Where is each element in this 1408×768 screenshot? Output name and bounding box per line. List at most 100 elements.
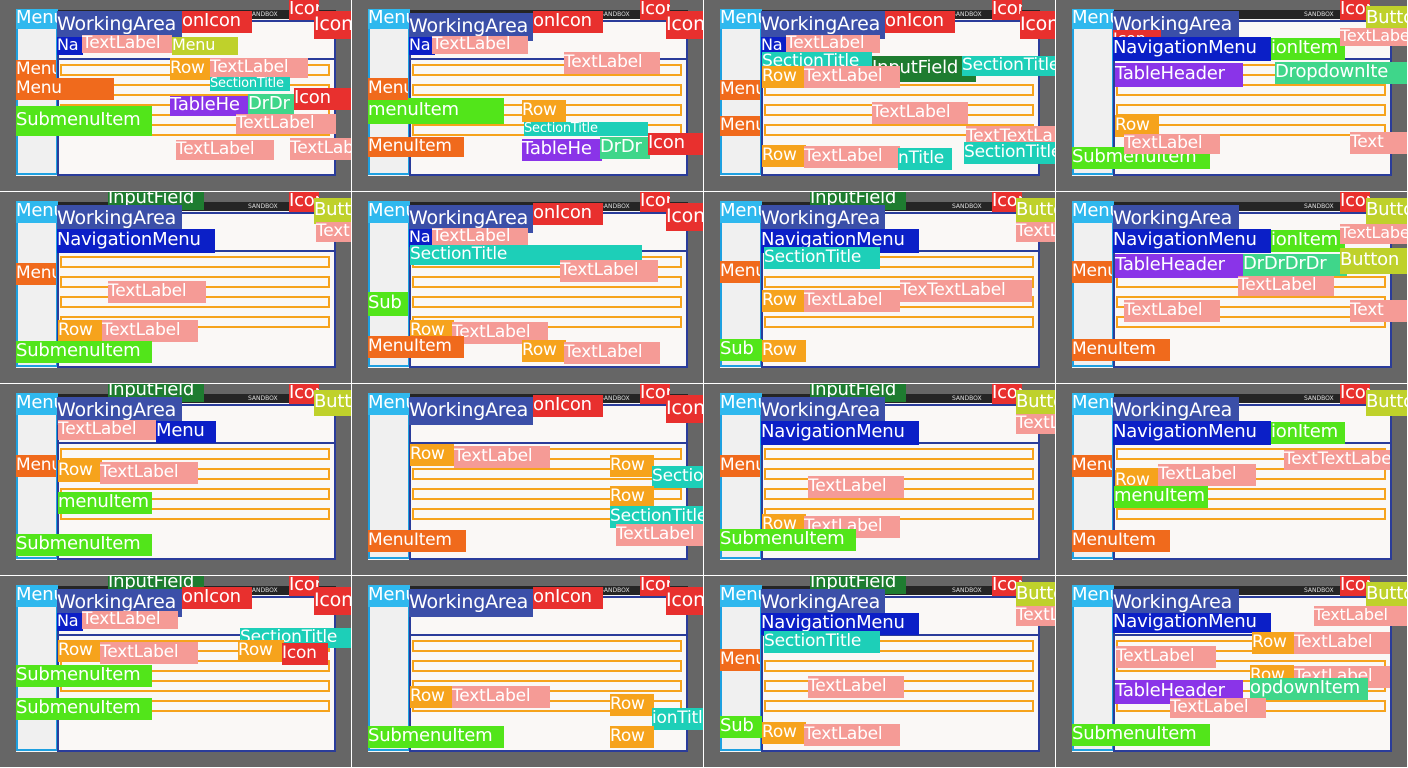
label-menuitem: Menu <box>720 261 760 283</box>
label-textlabel: TextLabel <box>290 138 351 160</box>
label-icon: Icon <box>1340 0 1370 20</box>
label-menu: Menu <box>368 585 410 607</box>
label-navigationmenu: Na <box>409 229 435 247</box>
screenshot-cell: SANDBOXInputFieldMenuWorkingAreaIconButt… <box>704 384 1056 576</box>
row-outline <box>412 64 682 76</box>
label-textlabel: TextLabel <box>1158 464 1256 486</box>
label-submenuitem: SubmenuItem <box>720 529 856 551</box>
label-button: Butto <box>1366 198 1407 224</box>
label-submenuitem: Sub <box>368 292 408 316</box>
label-row: Row <box>762 145 806 167</box>
label-icon: Icon <box>314 11 351 39</box>
label-textlabel: TextLabel <box>452 322 548 344</box>
label-row: Row <box>610 694 654 716</box>
label-submenuitem: ionItem <box>1271 38 1345 60</box>
label-row: Row <box>522 100 566 122</box>
sandbox-label: SANDBOX <box>952 587 982 594</box>
label-menuitem: MenuItem <box>368 530 466 552</box>
row-outline <box>1116 316 1386 328</box>
label-textlabel: TextLabel <box>564 52 660 74</box>
label-menuitem: Menu <box>368 78 408 100</box>
label-button: Butto <box>1366 390 1407 416</box>
label-textlabel: TextLabel <box>1016 606 1055 626</box>
label-textlabel: TextLabel <box>804 724 900 746</box>
row-outline <box>60 256 330 268</box>
label-row: Row <box>58 320 102 342</box>
label-menu: Menu <box>1072 9 1114 29</box>
label-workingarea: WorkingArea <box>57 11 182 39</box>
label-button: Butto <box>314 390 351 416</box>
label-icon: Icon <box>666 11 703 39</box>
label-dropdown: opdownItem <box>1250 678 1368 700</box>
label-icon: Icon <box>992 0 1022 20</box>
label-menu: Menu <box>16 9 58 29</box>
label-icon: onIcon <box>533 203 603 225</box>
sandbox-label: SANDBOX <box>952 203 982 210</box>
label-icon: onIcon <box>182 11 252 33</box>
nav-divider <box>762 634 1038 636</box>
label-button: Menu <box>172 37 238 55</box>
label-sectiontitle: SectionTitle <box>524 122 648 136</box>
label-icon: Icon <box>640 384 670 404</box>
screenshot-cell: SANDBOXMenuWorkingAreaonIconIconIconRowT… <box>352 384 704 576</box>
label-menuitem: Menu <box>16 78 114 100</box>
row-outline <box>412 640 682 652</box>
row-outline <box>1116 104 1386 116</box>
label-textlabel: TextLabel <box>82 35 172 53</box>
label-icon: Icon <box>666 203 703 231</box>
row-outline <box>412 296 682 308</box>
label-textlabel: TextLabel <box>1170 698 1266 718</box>
label-menu: Menu <box>1072 585 1114 607</box>
screenshot-cell: SANDBOXMenuWorkingAreaonIconIconIconNaTe… <box>0 0 352 192</box>
row-outline <box>764 276 1034 288</box>
label-icon: Icon <box>648 133 703 155</box>
label-row: Row <box>58 640 102 662</box>
label-icon: Icon <box>314 587 351 615</box>
label-navigationmenu: NavigationMenu <box>57 229 215 253</box>
label-textlabel: TextLabel <box>452 686 550 708</box>
label-navigationmenu: NavigationMenu <box>761 613 919 635</box>
label-textlabel: TextLabel <box>82 611 178 629</box>
label-menuitem: Menu <box>720 116 760 136</box>
label-textlabel: TextLabel <box>786 35 880 53</box>
label-row: Row <box>238 640 284 662</box>
sandbox-label: SANDBOX <box>1304 11 1334 18</box>
label-sectiontitle: SectionTitle <box>610 506 703 528</box>
label-textlabel: TextTextLabel <box>1284 450 1390 470</box>
label-menuitem: MenuItem <box>368 137 464 157</box>
label-icon: onIcon <box>533 587 603 609</box>
label-textlabel: TextLabel <box>1124 134 1220 154</box>
label-row: Row <box>58 460 102 482</box>
label-textlabel: TextLabel <box>804 290 900 312</box>
label-menuitem: Menu <box>16 455 56 477</box>
label-sectiontitle: nTitle <box>898 148 952 170</box>
row-outline <box>764 448 1034 460</box>
label-sectiontitle: ionTitle <box>652 708 703 730</box>
label-textlabel: TextLabel <box>432 36 528 54</box>
label-sectiontitle: SectionTitle <box>652 466 703 488</box>
label-icon: Icon <box>289 576 319 596</box>
label-sectiontitle: SectionTitle <box>764 631 880 653</box>
label-workingarea: WorkingArea <box>1113 397 1239 425</box>
label-textlabel: TextLabel <box>808 676 904 698</box>
label-icon: Icon <box>640 0 670 20</box>
label-navigationmenu: Na <box>57 613 83 631</box>
label-icon: Icon <box>992 384 1022 404</box>
label-textlabel: TextLabel <box>1294 632 1390 654</box>
label-textlabel: TextLabel <box>58 420 156 440</box>
label-button: Butto <box>1016 198 1055 224</box>
label-menuitem: MenuItem <box>1072 530 1170 552</box>
label-textlabel: TextLabel <box>1314 606 1407 626</box>
label-navigationmenu: NavigationMenu <box>1113 613 1271 633</box>
sandbox-label: SANDBOX <box>952 395 982 402</box>
sandbox-label: SANDBOX <box>1304 587 1334 594</box>
label-textlabel: TexTextLabel <box>900 280 1032 302</box>
label-icon: Icon <box>1340 576 1370 596</box>
label-icon: Icon <box>1020 11 1055 39</box>
label-button: Butto <box>314 198 351 224</box>
label-row: Row <box>762 340 806 362</box>
label-navigationmenu: Menu <box>156 421 216 443</box>
label-menu: Menu <box>16 585 58 607</box>
label-menuitem: Menu <box>1072 261 1112 283</box>
label-row: Row <box>610 455 654 477</box>
